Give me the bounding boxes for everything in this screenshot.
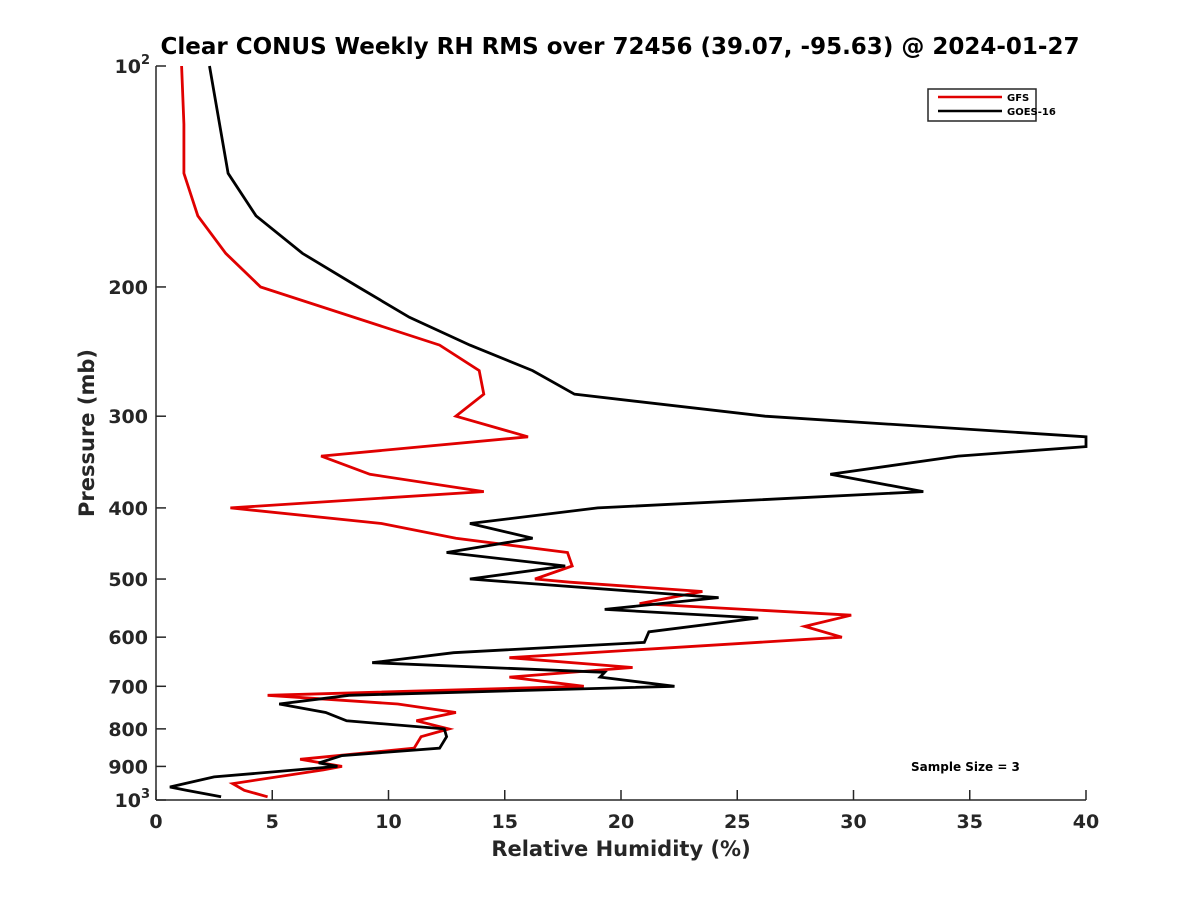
x-tick-label: 30 bbox=[840, 811, 866, 833]
x-tick-label: 5 bbox=[266, 811, 279, 833]
x-tick-label: 0 bbox=[149, 811, 162, 833]
x-tick-label: 10 bbox=[375, 811, 401, 833]
chart-title: Clear CONUS Weekly RH RMS over 72456 (39… bbox=[161, 34, 1080, 60]
x-tick-label: 35 bbox=[957, 811, 983, 833]
legend-label-goes16: GOES-16 bbox=[1007, 107, 1056, 118]
x-axis-label: Relative Humidity (%) bbox=[491, 837, 750, 861]
x-ticks: 0 5 10 15 20 25 30 35 40 bbox=[149, 790, 1099, 833]
y-tick-label: 900 bbox=[108, 756, 148, 778]
y-tick-label: 103 bbox=[115, 787, 151, 812]
y-tick-label: 400 bbox=[108, 498, 148, 520]
series-group bbox=[169, 65, 1088, 799]
y-tick-label: 300 bbox=[108, 406, 148, 428]
legend: GFS GOES-16 bbox=[927, 88, 1056, 122]
x-tick-label: 40 bbox=[1073, 811, 1099, 833]
y-tick-label: 800 bbox=[108, 719, 148, 741]
sample-size-annotation: Sample Size = 3 bbox=[911, 760, 1020, 774]
y-tick-label: 500 bbox=[108, 569, 148, 591]
x-tick-label: 25 bbox=[724, 811, 750, 833]
y-tick-label: 200 bbox=[108, 277, 148, 299]
y-tick-label: 700 bbox=[108, 676, 148, 698]
series-line-gfs bbox=[180, 65, 852, 799]
y-axis-label: Pressure (mb) bbox=[75, 349, 99, 517]
x-tick-label: 20 bbox=[608, 811, 634, 833]
x-tick-label: 15 bbox=[492, 811, 518, 833]
y-tick-label: 102 bbox=[115, 53, 151, 78]
y-ticks: 102 200 300 400 500 600 700 800 900 103 bbox=[108, 53, 166, 812]
axes bbox=[155, 66, 1086, 801]
legend-label-gfs: GFS bbox=[1007, 93, 1029, 104]
legend-box bbox=[927, 88, 1037, 122]
series-line-goes16 bbox=[169, 65, 1088, 799]
y-tick-label: 600 bbox=[108, 627, 148, 649]
